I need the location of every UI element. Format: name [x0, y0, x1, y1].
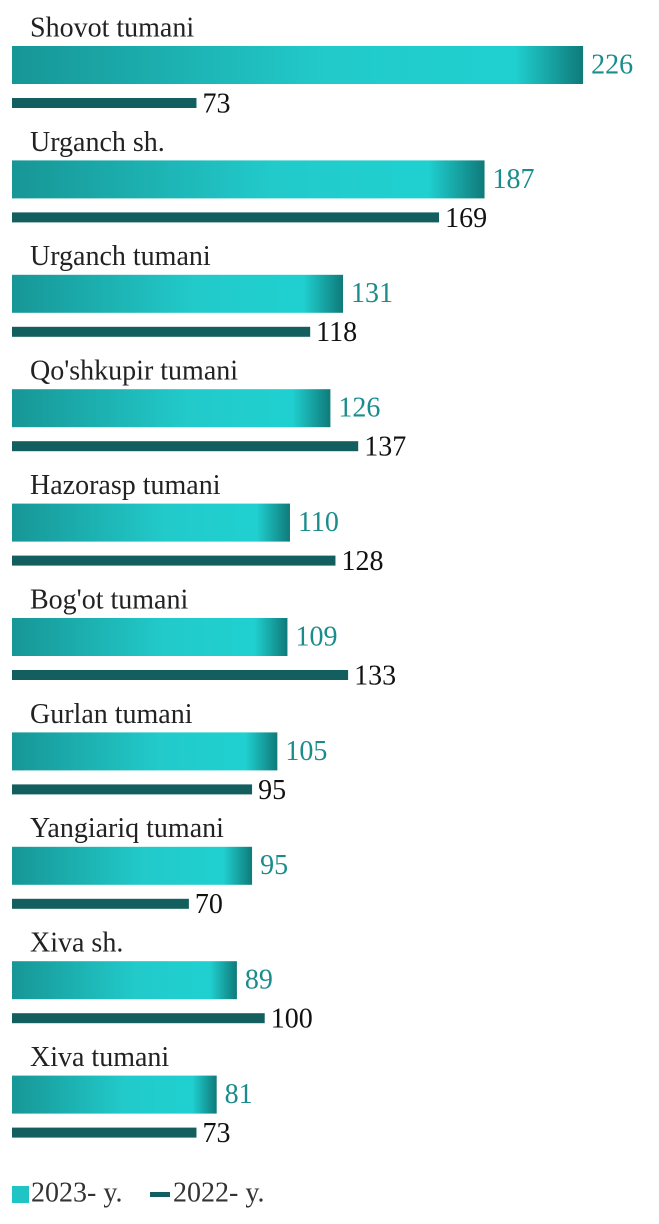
bar-2022 [12, 98, 197, 108]
bar-2023 [12, 732, 278, 771]
bar-2023 [12, 503, 290, 542]
category-label: Shovot tumani [30, 12, 194, 43]
bar-2022 [12, 212, 440, 223]
legend-swatch [150, 1192, 170, 1197]
bar-2022 [12, 1127, 197, 1138]
category-label: Xiva sh. [30, 928, 123, 959]
value-label: 109 [295, 621, 337, 652]
bar-2023 [12, 160, 485, 199]
value-label: 126 [338, 393, 380, 424]
legend-label: 2022- y. [173, 1177, 265, 1208]
bar-2023 [12, 46, 584, 84]
category-label: Qo'shkupir tumani [30, 356, 238, 387]
bar-2023 [12, 274, 344, 313]
bar-2022 [12, 1013, 265, 1024]
value-label: 169 [445, 203, 487, 234]
bar-2022 [12, 898, 189, 909]
bar-2023 [12, 846, 253, 885]
value-label: 95 [260, 850, 288, 881]
value-label: 95 [258, 775, 286, 806]
value-label: 118 [316, 317, 357, 348]
category-label: Hazorasp tumani [30, 470, 221, 501]
value-label: 81 [225, 1079, 253, 1110]
value-label: 110 [298, 507, 339, 538]
category-label: Bog'ot tumani [30, 584, 188, 615]
value-label: 100 [271, 1004, 313, 1035]
value-label: 226 [591, 49, 633, 80]
bar-2022 [12, 784, 253, 795]
value-label: 128 [341, 546, 383, 577]
value-label: 133 [354, 660, 396, 691]
value-label: 89 [245, 965, 273, 996]
category-label: Gurlan tumani [30, 699, 193, 730]
bar-2022 [12, 670, 349, 680]
value-label: 70 [195, 889, 223, 920]
value-label: 73 [202, 88, 230, 119]
bar-2023 [12, 389, 331, 428]
value-label: 187 [493, 164, 535, 195]
value-label: 73 [202, 1118, 230, 1149]
bar-2022 [12, 441, 359, 452]
legend-label: 2023- y. [31, 1177, 123, 1208]
bar-2023 [12, 961, 237, 1000]
value-label: 137 [364, 432, 406, 463]
bar-2023 [12, 1075, 217, 1114]
category-label: Urganch sh. [30, 127, 165, 158]
category-label: Xiva tumani [30, 1042, 169, 1073]
bar-2022 [12, 326, 311, 337]
value-label: 105 [285, 736, 327, 767]
bar-2022 [12, 555, 336, 566]
bar-2023 [12, 618, 288, 656]
value-label: 131 [351, 278, 393, 309]
category-label: Urganch tumani [30, 241, 211, 272]
legend-swatch [12, 1186, 29, 1203]
category-label: Yangiariq tumani [30, 813, 224, 844]
